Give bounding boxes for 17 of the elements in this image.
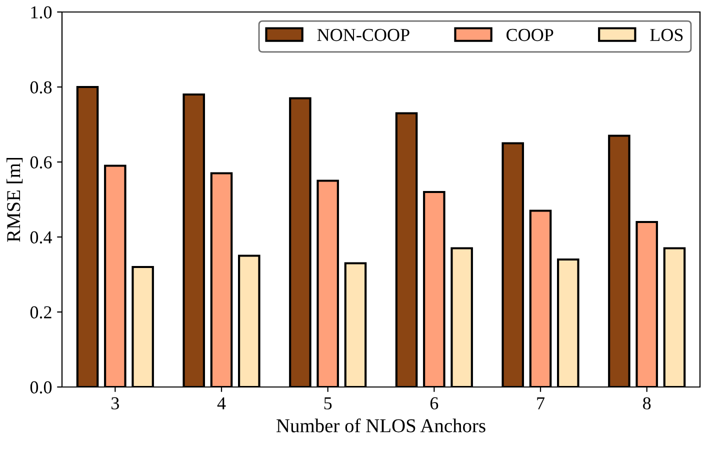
x-tick-label: 8 bbox=[643, 397, 651, 410]
y-tick-label: 0.6 bbox=[30, 156, 52, 169]
x-axis-title: Number of NLOS Anchors bbox=[276, 418, 486, 432]
x-tick-label: 7 bbox=[537, 397, 544, 410]
legend-label: COOP bbox=[506, 28, 554, 42]
x-tick-label: 5 bbox=[324, 397, 332, 410]
x-tick-label: 3 bbox=[112, 397, 119, 410]
y-tick-label: 0.2 bbox=[30, 306, 52, 319]
legend-label: NON-COOP bbox=[317, 28, 410, 42]
y-axis-title: RMSE [m] bbox=[6, 158, 23, 242]
y-tick-label: 0.8 bbox=[30, 81, 52, 94]
y-tick-label: 0.4 bbox=[30, 231, 52, 244]
legend-label: LOS bbox=[650, 28, 683, 42]
x-tick-label: 4 bbox=[217, 397, 226, 410]
y-tick-label: 0.0 bbox=[30, 381, 52, 394]
x-tick-label: 6 bbox=[430, 397, 438, 410]
y-tick-label: 1.0 bbox=[31, 6, 52, 19]
